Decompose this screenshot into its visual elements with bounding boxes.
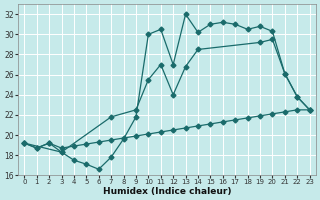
- X-axis label: Humidex (Indice chaleur): Humidex (Indice chaleur): [103, 187, 231, 196]
